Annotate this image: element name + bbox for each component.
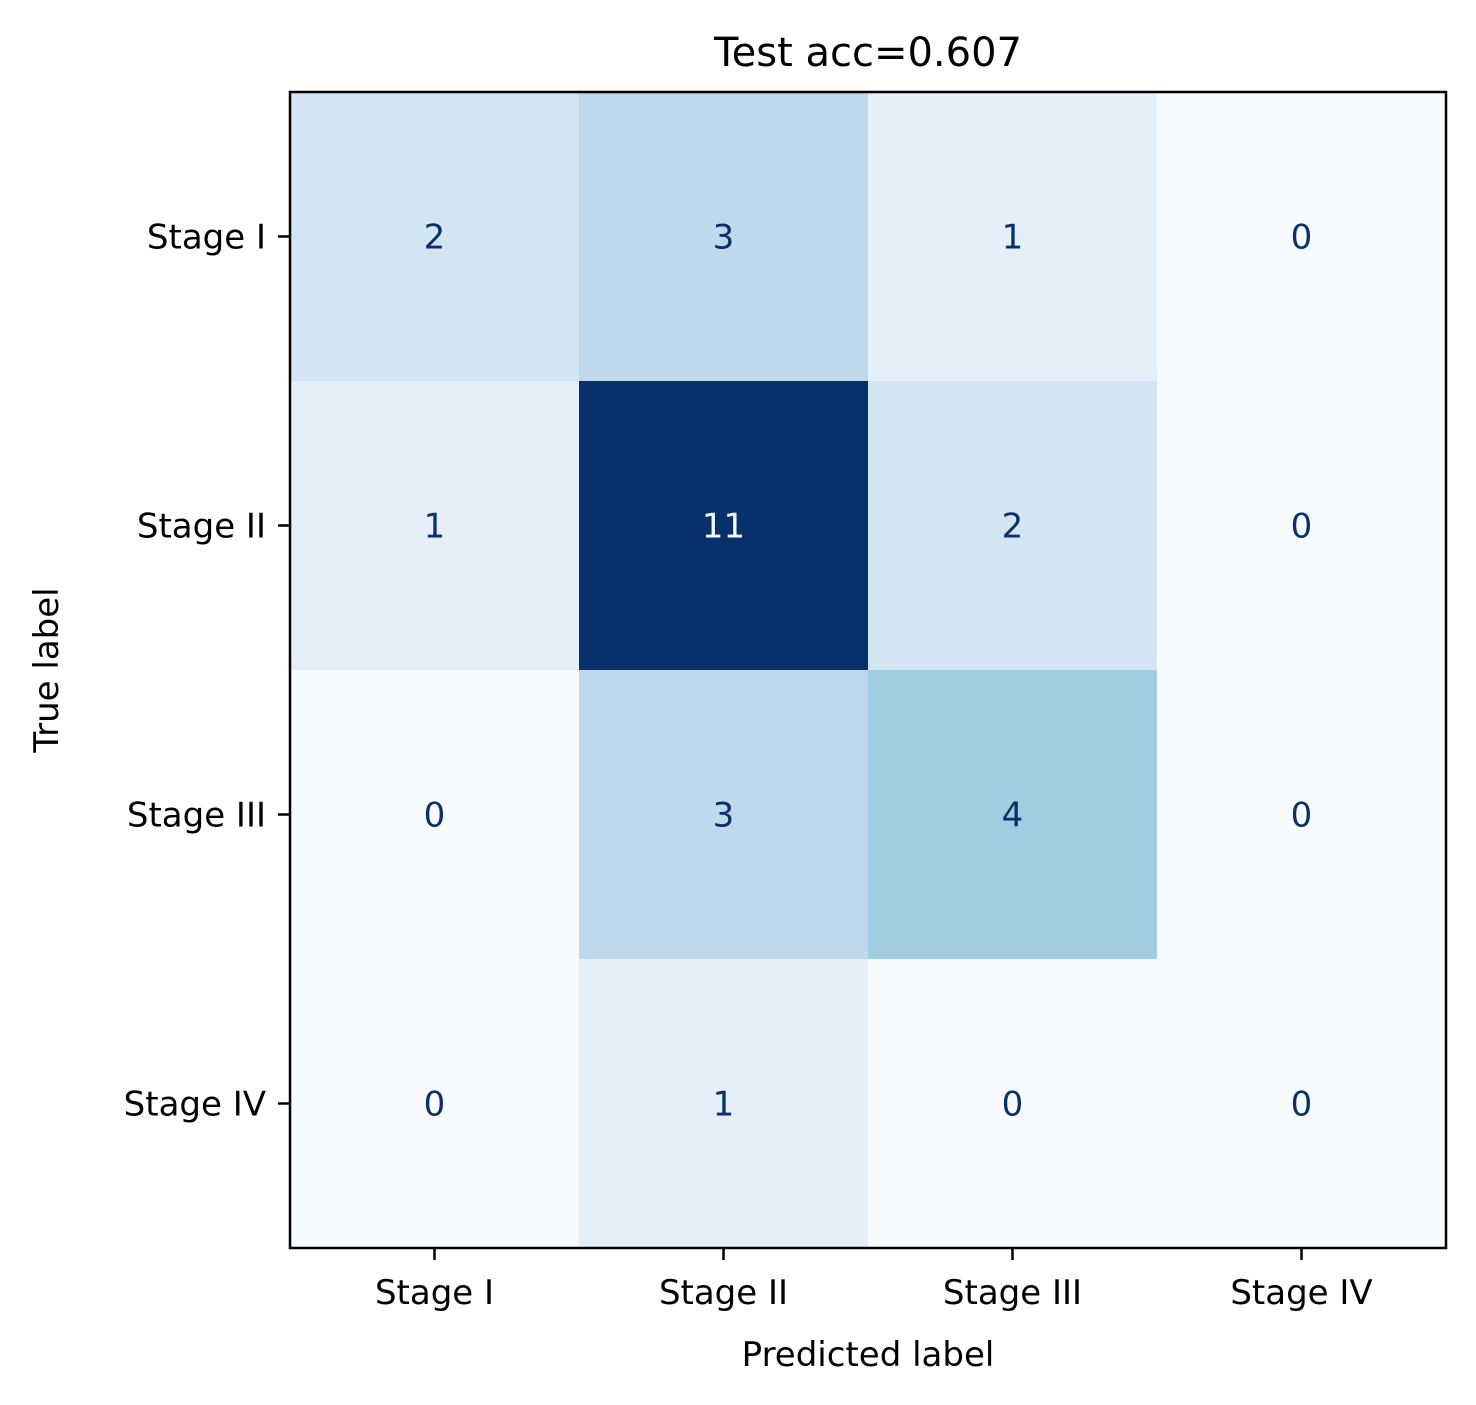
cell-value-label: 1 — [713, 1085, 735, 1125]
cell-value-labels: 2 3 1 01 11 2 00 3 4 00 1 0 0 — [424, 218, 1313, 1125]
cell-value-label: 0 — [1291, 507, 1313, 547]
x-axis-ticks: Stage I Stage II Stage III Stage IV — [375, 1248, 1373, 1313]
cell-value-label: 0 — [1291, 218, 1313, 258]
heatmap-cell — [868, 670, 1158, 960]
x-tick-label: Stage III — [943, 1273, 1082, 1313]
heatmap-cell — [290, 959, 580, 1249]
heatmap-cell — [868, 959, 1158, 1249]
cell-value-label: 3 — [713, 796, 735, 836]
y-tick-label: Stage I — [147, 218, 266, 258]
heatmap-cell — [290, 92, 580, 382]
cell-value-label: 1 — [424, 507, 446, 547]
heatmap-cell — [1157, 670, 1447, 960]
cell-value-label: 1 — [1002, 218, 1024, 258]
cell-value-label: 2 — [424, 218, 446, 258]
heatmap-cell — [579, 92, 869, 382]
cell-value-label: 4 — [1002, 796, 1024, 836]
heatmap-cell — [579, 381, 869, 671]
cell-value-label: 0 — [1291, 1085, 1313, 1125]
cell-value-label: 0 — [1291, 796, 1313, 836]
plot-frame — [288, 90, 1448, 1250]
y-axis-ticks: Stage I Stage II Stage III Stage IV — [124, 218, 290, 1125]
y-axis-label: True label — [27, 587, 67, 753]
x-axis-label: Predicted label — [742, 1335, 995, 1375]
heatmap-cell — [290, 381, 580, 671]
cell-value-label: 2 — [1002, 507, 1024, 547]
y-tick-label: Stage II — [137, 507, 266, 547]
heatmap-cell — [1157, 381, 1447, 671]
chart-title: Test acc=0.607 — [713, 30, 1022, 76]
heatmap-cell — [579, 959, 869, 1249]
cell-value-label: 0 — [424, 796, 446, 836]
cell-value-label: 0 — [1002, 1085, 1024, 1125]
cell-value-label: 0 — [424, 1085, 446, 1125]
y-tick-label: Stage IV — [124, 1085, 266, 1125]
cell-value-label: 3 — [713, 218, 735, 258]
heatmap-cell — [868, 381, 1158, 671]
x-tick-label: Stage I — [375, 1273, 494, 1313]
heatmap-cells — [290, 92, 1447, 1249]
heatmap-cell — [1157, 959, 1447, 1249]
heatmap-cell — [868, 92, 1158, 382]
heatmap-cell — [579, 670, 869, 960]
x-tick-label: Stage IV — [1230, 1273, 1372, 1313]
x-tick-label: Stage II — [659, 1273, 788, 1313]
heatmap-cell — [290, 670, 580, 960]
heatmap-cell — [1157, 92, 1447, 382]
y-tick-label: Stage III — [127, 796, 266, 836]
cell-value-label: 11 — [702, 507, 745, 547]
